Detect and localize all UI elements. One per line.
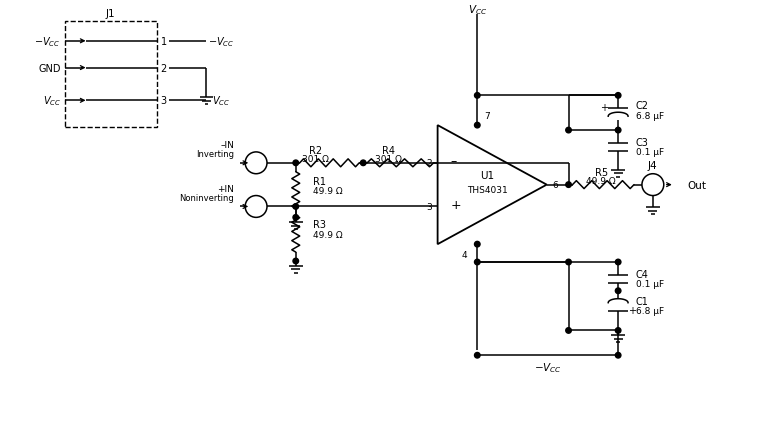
Text: $-V_{CC}$: $-V_{CC}$ [534,360,562,374]
Text: U1: U1 [480,170,494,180]
Text: R1: R1 [312,176,326,186]
Text: 301 Ω: 301 Ω [375,155,401,164]
Text: 6: 6 [552,181,559,190]
Circle shape [361,161,366,166]
Text: C3: C3 [636,138,649,148]
Text: +: + [628,305,636,315]
Text: 3: 3 [160,96,167,106]
Text: C1: C1 [636,296,649,306]
Text: Inverting: Inverting [196,150,234,159]
Circle shape [566,128,571,134]
Circle shape [474,93,480,99]
Circle shape [474,123,480,128]
Circle shape [293,215,298,220]
Text: $-V_{CC}$: $-V_{CC}$ [208,35,234,49]
Text: $V_{CC}$: $V_{CC}$ [213,94,231,108]
Circle shape [615,353,621,358]
Circle shape [615,328,621,333]
Text: 1: 1 [160,37,167,47]
Circle shape [474,260,480,265]
Text: 6.8 μF: 6.8 μF [636,112,664,120]
Text: –: – [450,155,456,168]
Text: C2: C2 [636,101,649,111]
Text: 0.1 μF: 0.1 μF [636,279,664,289]
Text: +IN: +IN [217,185,234,194]
Circle shape [293,204,298,210]
Text: R2: R2 [309,145,323,155]
Text: R5: R5 [594,168,608,178]
Text: R3: R3 [312,220,326,230]
Text: 2: 2 [160,63,167,73]
Circle shape [566,182,571,188]
Circle shape [615,128,621,134]
Circle shape [615,288,621,294]
Text: $V_{CC}$: $V_{CC}$ [467,3,487,17]
Text: 3: 3 [426,203,432,211]
Circle shape [474,242,480,247]
Text: THS4031: THS4031 [467,186,508,194]
Text: $-V_{CC}$: $-V_{CC}$ [34,35,61,49]
Text: R4: R4 [382,145,394,155]
Text: 6.8 μF: 6.8 μF [636,306,664,316]
Text: 0.1 μF: 0.1 μF [636,148,664,157]
Circle shape [566,260,571,265]
Text: J4: J4 [648,161,657,171]
Text: 4: 4 [462,250,467,259]
Text: +: + [601,103,608,113]
Text: GND: GND [38,63,61,73]
Circle shape [566,328,571,333]
Circle shape [293,259,298,264]
Text: –IN: –IN [220,141,234,150]
Text: 7: 7 [485,112,490,120]
Circle shape [293,161,298,166]
Text: 49.9 Ω: 49.9 Ω [312,230,342,239]
Text: 49.9 Ω: 49.9 Ω [587,177,616,186]
Circle shape [615,93,621,99]
Text: J1: J1 [106,9,115,19]
Text: $V_{CC}$: $V_{CC}$ [43,94,61,108]
Circle shape [615,260,621,265]
Text: 49.9 Ω: 49.9 Ω [312,187,342,196]
Text: Out: Out [688,180,707,190]
Circle shape [474,353,480,358]
Text: 301 Ω: 301 Ω [302,155,329,164]
Text: 2: 2 [426,159,432,168]
Text: Noninverting: Noninverting [179,194,234,203]
Text: C4: C4 [636,269,649,279]
Text: +: + [450,198,461,211]
